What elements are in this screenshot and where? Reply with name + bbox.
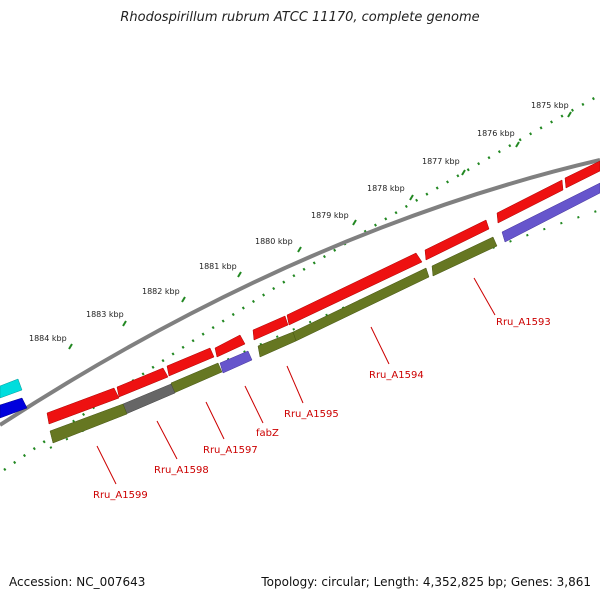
tick-label-1876: 1876 kbp: [477, 129, 515, 138]
gene-forward-a1598[interactable]: [166, 347, 215, 377]
tick-label-1880: 1880 kbp: [255, 237, 293, 246]
tick-label-1877: 1877 kbp: [422, 157, 460, 166]
gene-reverse-fabz[interactable]: [219, 350, 253, 374]
gene-forward-fabz[interactable]: [252, 315, 289, 341]
gene-forward-a1595[interactable]: [286, 252, 423, 326]
tick-label-1883: 1883 kbp: [86, 310, 124, 319]
gene-label-rru-a1597[interactable]: Rru_A1597: [203, 445, 258, 456]
reverse-strand-genes: [49, 182, 600, 444]
gene-forward-a1593[interactable]: [496, 179, 564, 224]
gene-label-rru-a1595[interactable]: Rru_A1595: [284, 409, 339, 420]
forward-strand-genes: [46, 160, 600, 425]
gene-label-fabz[interactable]: fabZ: [256, 428, 279, 439]
tick-label-1879: 1879 kbp: [311, 211, 349, 220]
tick-label-1878: 1878 kbp: [367, 184, 405, 193]
scale-labels: 1875 kbp 1876 kbp 1877 kbp 1878 kbp 1879…: [29, 101, 569, 343]
gene-forward-a1599[interactable]: [116, 367, 169, 398]
gene-label-rru-a1593[interactable]: Rru_A1593: [496, 317, 551, 328]
gene-edge-blue[interactable]: [0, 397, 28, 419]
genome-summary: Topology: circular; Length: 4,352,825 bp…: [261, 575, 591, 589]
genome-backbone: [0, 158, 600, 427]
gene-forward-a1600[interactable]: [46, 387, 120, 425]
gene-forward-a1597[interactable]: [214, 334, 246, 358]
gene-label-rru-a1594[interactable]: Rru_A1594: [369, 370, 424, 381]
gene-forward-a1592[interactable]: [564, 160, 600, 189]
gene-labels: Rru_A1593 Rru_A1594 Rru_A1595 fabZ Rru_A…: [93, 317, 551, 501]
gene-reverse-a1599[interactable]: [49, 403, 128, 444]
gene-reverse-purple-right[interactable]: [501, 182, 600, 243]
gene-label-rru-a1598[interactable]: Rru_A1598: [154, 465, 209, 476]
tick-label-1882: 1882 kbp: [142, 287, 180, 296]
tick-label-1881: 1881 kbp: [199, 262, 237, 271]
accession-info: Accession: NC_007643: [9, 575, 146, 589]
gene-edge-cyan[interactable]: [0, 378, 23, 399]
gene-label-rru-a1599[interactable]: Rru_A1599: [93, 490, 148, 501]
gene-reverse-a1595[interactable]: [257, 331, 297, 358]
label-leaders: [96, 277, 496, 485]
gene-reverse-a1593[interactable]: [431, 236, 498, 277]
tick-label-1875: 1875 kbp: [531, 101, 569, 110]
scale-major-ticks: [68, 111, 572, 350]
tick-label-1884: 1884 kbp: [29, 334, 67, 343]
gene-forward-a1594[interactable]: [424, 219, 490, 261]
genome-title: Rhodospirillum rubrum ATCC 11170, comple…: [120, 10, 480, 25]
